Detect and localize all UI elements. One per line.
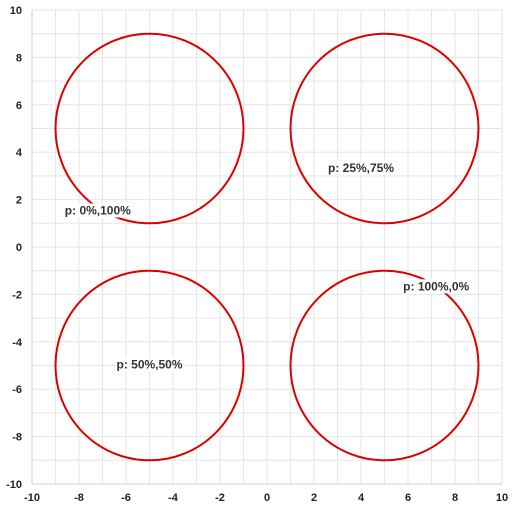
tick-labels: -10 -8 -6 -4 -2 0 2 4 6 8 10 -10 -8 -6 -4 -2 0 2 4 6 8 10	[6, 5, 508, 504]
y-tick-label: -10	[6, 479, 22, 491]
x-tick-label: 0	[264, 492, 270, 504]
circle-label-background	[115, 357, 184, 372]
x-tick-label: 8	[452, 492, 458, 504]
x-tick-label: -2	[215, 492, 225, 504]
x-tick-label: -4	[168, 492, 179, 504]
x-tick-label: 4	[358, 492, 365, 504]
circle-label-background	[402, 279, 471, 294]
circle-label-background	[63, 203, 133, 218]
circles	[54, 32, 480, 462]
y-tick-label: 10	[10, 5, 22, 17]
y-tick-label: 6	[16, 100, 22, 112]
circle-2	[289, 32, 480, 225]
circle-label-background	[326, 160, 396, 175]
y-tick-label: 2	[16, 195, 22, 207]
circle-label-1: p: 0%,100%	[65, 203, 131, 217]
x-tick-label: -6	[121, 492, 131, 504]
y-tick-label: -2	[12, 289, 22, 301]
circle-label-2: p: 25%,75%	[328, 161, 394, 175]
y-tick-label: 4	[16, 147, 23, 159]
x-tick-label: 10	[496, 492, 508, 504]
y-tick-label: -8	[12, 432, 22, 444]
circle-4	[289, 269, 480, 462]
circle-3	[54, 269, 245, 462]
y-tick-label: -4	[12, 337, 23, 349]
grid	[31, 9, 503, 485]
axes	[31, 10, 502, 485]
x-tick-label: -10	[24, 492, 40, 504]
x-tick-label: 2	[311, 492, 317, 504]
y-tick-label: -6	[12, 384, 22, 396]
y-tick-label: 8	[16, 52, 22, 64]
circle-1	[54, 32, 245, 225]
circle-labels: p: 0%,100% p: 25%,75% p: 50%,50% p: 100%,0%	[63, 160, 471, 372]
x-tick-label: 6	[405, 492, 411, 504]
circle-label-3: p: 50%,50%	[116, 358, 182, 372]
y-tick-label: 0	[16, 242, 22, 254]
x-tick-label: -8	[74, 492, 84, 504]
circle-label-4: p: 100%,0%	[403, 279, 469, 293]
